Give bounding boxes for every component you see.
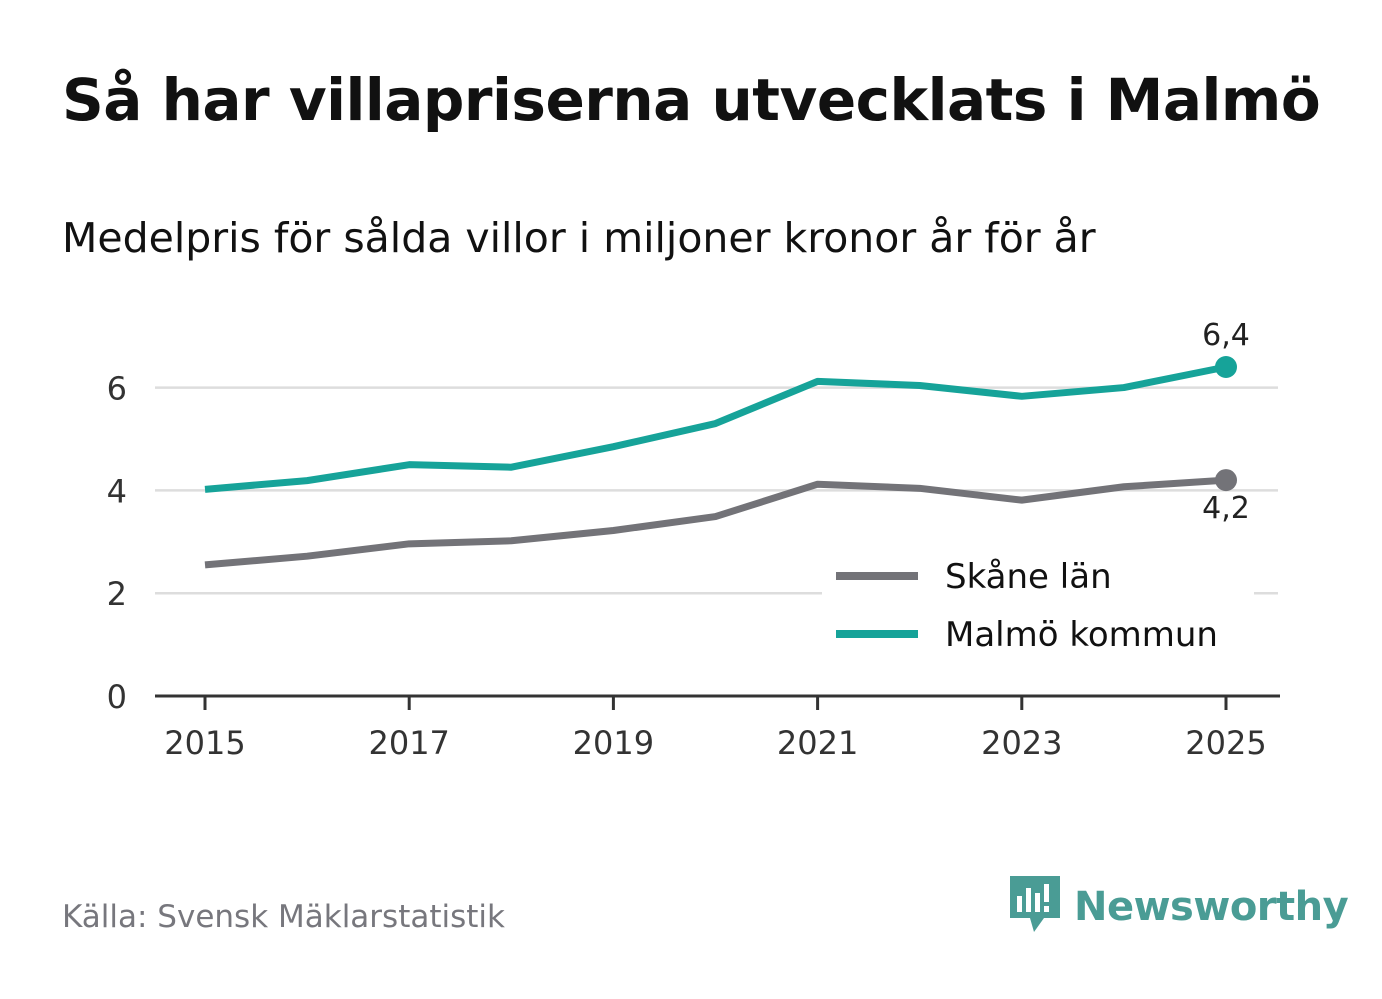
x-tick-label: 2015 — [164, 724, 245, 762]
chart-subtitle: Medelpris för sålda villor i miljoner kr… — [62, 214, 1096, 262]
series-endpoint-malmö-kommun — [1215, 356, 1237, 378]
chart-title: Så har villapriserna utvecklats i Malmö — [62, 66, 1321, 134]
x-tick-label: 2021 — [777, 724, 858, 762]
series-layer: 4,2 6,4 — [204, 318, 1250, 569]
series-end-label-skåne-län: 4,2 — [1202, 491, 1250, 526]
x-tick-label: 2019 — [573, 724, 654, 762]
legend-label-skåne-län: Skåne län — [945, 557, 1112, 597]
y-tick-label: 2 — [107, 575, 127, 613]
source-note: Källa: Svensk Mäklarstatistik — [62, 899, 505, 935]
x-tick-label: 2017 — [368, 724, 449, 762]
newsworthy-logo-icon — [1010, 876, 1060, 938]
legend-background — [822, 548, 1254, 666]
y-tick-label: 0 — [107, 678, 127, 716]
series-endpoint-skåne-län — [1215, 469, 1237, 492]
brand-name: Newsworthy — [1074, 884, 1349, 930]
series-end-label-malmö-kommun: 6,4 — [1202, 318, 1250, 353]
series-line-malmö-kommun — [204, 363, 1227, 493]
x-tick-label: 2025 — [1185, 724, 1266, 762]
y-tick-label: 4 — [107, 472, 127, 510]
series-line-skåne-län — [204, 476, 1227, 569]
x-tick-label: 2023 — [981, 724, 1062, 762]
legend-layer: Skåne län Malmö kommun — [822, 548, 1254, 666]
brand-logo[interactable]: Newsworthy — [1010, 876, 1349, 938]
axis-layer: 0 2 4 6 2015 2017 2019 2021 2023 2025 — [107, 370, 1280, 762]
legend-label-malmö-kommun: Malmö kommun — [945, 615, 1218, 655]
y-tick-label: 6 — [107, 370, 127, 408]
